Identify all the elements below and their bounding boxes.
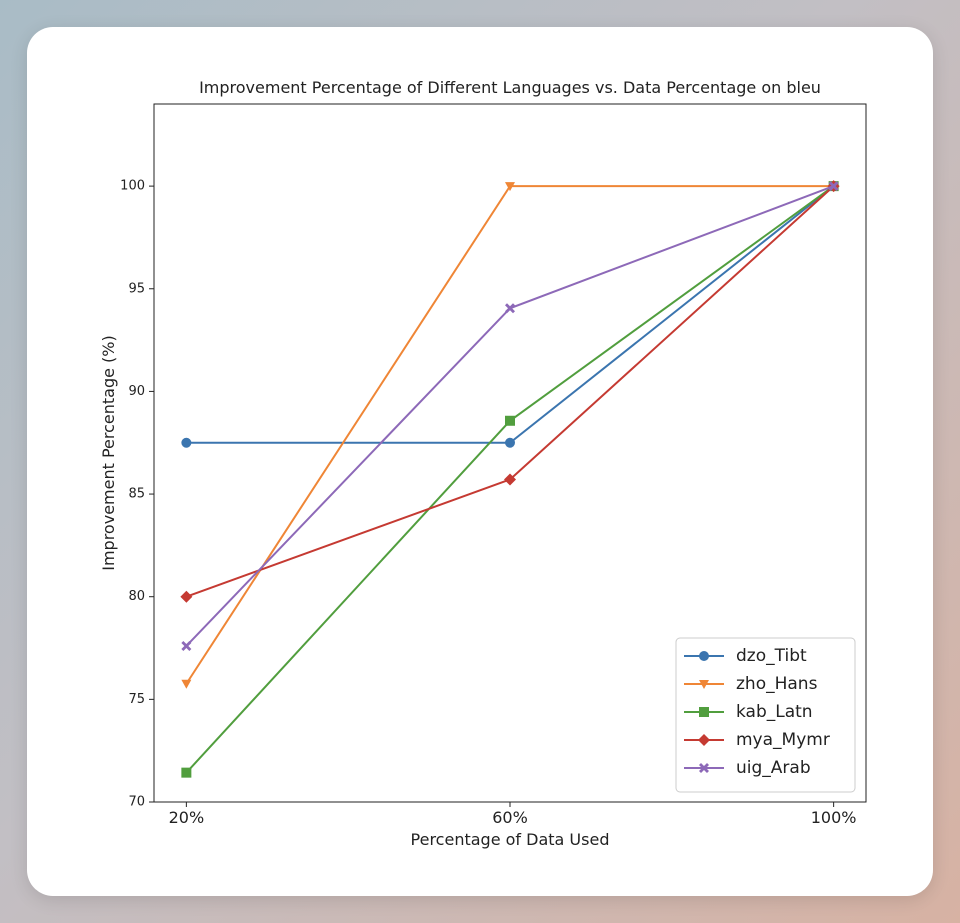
marker — [505, 415, 515, 426]
y-tick-label: 95 — [128, 281, 145, 296]
plot-frame — [153, 103, 867, 803]
series-line — [185, 185, 834, 685]
marker — [180, 590, 193, 603]
x-tick-label: 100% — [811, 808, 857, 827]
y-tick-label: 85 — [128, 487, 145, 502]
marker — [181, 767, 192, 778]
marker — [699, 651, 709, 661]
marker — [181, 679, 192, 689]
marker — [505, 303, 515, 314]
marker — [699, 707, 709, 717]
series-line — [186, 185, 835, 444]
y-axis-label: Improvement Percentage (%) — [99, 335, 118, 571]
legend-label: kab_Latn — [736, 702, 813, 722]
marker — [699, 763, 709, 773]
y-tick-label: 70 — [128, 795, 145, 810]
legend-label: zho_Hans — [736, 674, 818, 694]
marker — [505, 182, 515, 192]
y-tick-label: 90 — [128, 384, 145, 399]
legend-label: mya_Mymr — [736, 730, 830, 750]
y-tick-label: 80 — [128, 589, 145, 604]
marker — [505, 437, 515, 448]
marker — [504, 473, 516, 486]
x-axis-label: Percentage of Data Used — [411, 830, 610, 849]
legend-label: uig_Arab — [736, 758, 811, 778]
x-tick-label: 60% — [492, 808, 528, 827]
legend-box — [675, 637, 856, 793]
marker — [828, 181, 839, 192]
chart-title: Improvement Percentage of Different Lang… — [199, 78, 821, 97]
marker — [699, 680, 709, 689]
marker — [181, 437, 192, 448]
marker — [181, 640, 192, 651]
legend-label: dzo_Tibt — [736, 646, 807, 666]
marker — [698, 734, 710, 746]
y-tick-label: 75 — [128, 692, 145, 707]
x-tick-label: 20% — [169, 808, 205, 827]
legend: dzo_Tibt zho_Hans kab_Latn mya_Mymr uig_Arab — [675, 637, 856, 793]
y-tick-label: 100 — [120, 179, 145, 194]
